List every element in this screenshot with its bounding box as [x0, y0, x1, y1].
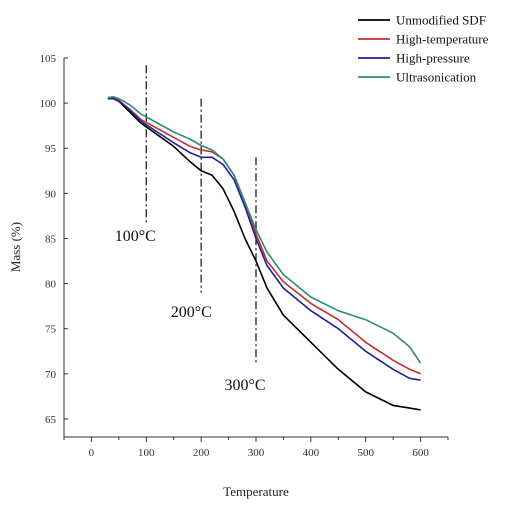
legend-label: High-temperature: [396, 32, 489, 47]
x-tick-label: 300: [248, 447, 265, 459]
y-tick-label: 75: [45, 324, 57, 336]
series-line-unmodified-sdf: [107, 97, 421, 411]
x-tick-label: 200: [193, 447, 210, 459]
x-axis-label: Temperature: [223, 484, 289, 499]
axes: 65 70 75 80 85 90 95 100 105 0 100 200 300 400 500 600: [40, 53, 449, 459]
legend-label: High-pressure: [396, 51, 470, 66]
y-tick-label: 70: [45, 369, 57, 381]
y-tick-label: 65: [45, 414, 57, 426]
series-line-ultrasonication: [107, 96, 422, 364]
temperature-marker-label: 200°C: [171, 304, 212, 321]
y-tick-label: 85: [45, 233, 57, 245]
series-lines: [107, 96, 422, 411]
y-tick-label: 80: [45, 279, 57, 291]
y-axis-label: Mass (%): [8, 222, 23, 272]
x-tick-label: 0: [89, 447, 95, 459]
x-tick-label: 500: [357, 447, 374, 459]
annotations: 100°C 200°C 300°C: [115, 65, 266, 394]
temperature-marker-label: 300°C: [224, 377, 265, 394]
x-tick-label: 100: [138, 447, 155, 459]
y-tick-label: 95: [45, 143, 57, 155]
legend: Unmodified SDF High-temperature High-press…: [358, 13, 489, 85]
temperature-marker-label: 100°C: [115, 228, 156, 245]
y-tick-label: 100: [40, 98, 57, 110]
x-tick-label: 400: [303, 447, 320, 459]
series-line-high-pressure: [107, 97, 421, 381]
y-tick-label: 105: [40, 53, 57, 65]
y-tick-label: 90: [45, 188, 57, 200]
x-tick-label: 600: [412, 447, 429, 459]
legend-label: Unmodified SDF: [396, 13, 486, 28]
legend-label: Ultrasonication: [396, 70, 477, 85]
